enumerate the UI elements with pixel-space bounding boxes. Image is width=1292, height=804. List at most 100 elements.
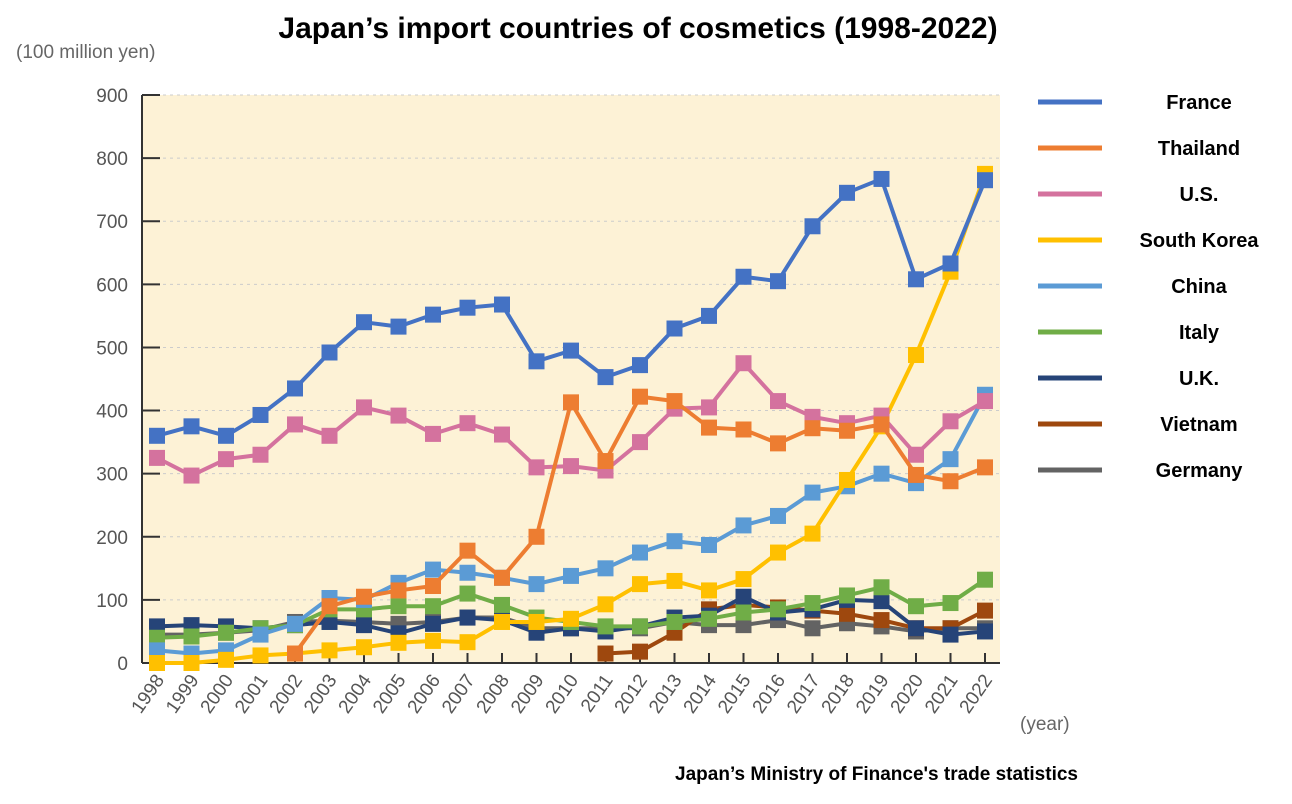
legend-label: South Korea bbox=[1140, 230, 1260, 252]
data-point bbox=[735, 517, 752, 534]
data-point bbox=[390, 582, 407, 599]
x-tick-label: 2010 bbox=[542, 671, 583, 718]
data-point bbox=[701, 307, 717, 324]
y-tick-label: 900 bbox=[96, 86, 128, 107]
data-point bbox=[839, 184, 855, 201]
legend-label: U.K. bbox=[1179, 368, 1219, 390]
data-point bbox=[666, 613, 683, 630]
x-tick-label: 2021 bbox=[921, 671, 962, 718]
data-point bbox=[218, 651, 234, 668]
data-point bbox=[701, 399, 717, 416]
data-point bbox=[908, 598, 924, 615]
data-point bbox=[666, 320, 683, 337]
y-tick-label: 200 bbox=[96, 528, 128, 549]
y-tick-label: 500 bbox=[96, 338, 128, 359]
data-point bbox=[908, 466, 924, 483]
x-tick-label: 2007 bbox=[438, 671, 479, 718]
data-point bbox=[977, 623, 993, 640]
x-tick-label: 2009 bbox=[507, 671, 548, 718]
data-point bbox=[149, 629, 165, 646]
data-point bbox=[287, 645, 303, 662]
data-point bbox=[597, 596, 614, 613]
data-point bbox=[632, 357, 648, 374]
legend-label: Italy bbox=[1179, 322, 1220, 344]
data-point bbox=[494, 569, 510, 586]
x-tick-label: 2004 bbox=[335, 670, 377, 717]
data-point bbox=[839, 422, 855, 439]
data-point bbox=[183, 418, 200, 435]
data-point bbox=[942, 413, 959, 430]
data-point bbox=[356, 639, 372, 656]
data-point bbox=[977, 393, 993, 410]
x-tick-label: 2015 bbox=[714, 671, 755, 718]
y-axis-label: (100 million yen) bbox=[16, 42, 155, 63]
series-france bbox=[149, 170, 993, 444]
data-point bbox=[459, 609, 476, 626]
x-tick-label: 2022 bbox=[956, 671, 997, 718]
y-tick-label: 100 bbox=[96, 591, 128, 612]
data-point bbox=[701, 610, 717, 627]
x-tick-label: 2002 bbox=[266, 671, 307, 718]
data-point bbox=[701, 419, 717, 436]
data-point bbox=[494, 296, 510, 313]
data-point bbox=[804, 525, 821, 542]
data-point bbox=[321, 344, 338, 361]
x-tick-label: 2000 bbox=[197, 671, 238, 718]
data-point bbox=[563, 567, 579, 584]
data-point bbox=[321, 613, 338, 630]
data-point bbox=[873, 416, 890, 433]
data-point bbox=[425, 632, 441, 649]
data-point bbox=[804, 484, 821, 501]
data-point bbox=[735, 268, 752, 285]
x-tick-label: 2005 bbox=[369, 671, 410, 718]
data-point bbox=[597, 618, 614, 635]
data-point bbox=[666, 533, 683, 550]
data-point bbox=[632, 576, 648, 593]
data-point bbox=[804, 218, 821, 235]
data-point bbox=[977, 571, 993, 588]
data-point bbox=[770, 273, 786, 290]
data-point bbox=[149, 655, 165, 671]
data-point bbox=[252, 406, 269, 423]
data-point bbox=[873, 579, 890, 596]
data-point bbox=[942, 255, 959, 272]
data-point bbox=[977, 172, 993, 189]
legend-label: Thailand bbox=[1158, 138, 1240, 160]
y-tick-label: 600 bbox=[96, 275, 128, 296]
data-point bbox=[149, 449, 165, 466]
data-point bbox=[425, 306, 441, 323]
data-point bbox=[770, 393, 786, 410]
data-point bbox=[356, 617, 372, 634]
x-axis-label: (year) bbox=[1020, 714, 1070, 735]
data-point bbox=[321, 642, 338, 659]
x-tick-label: 2018 bbox=[818, 671, 859, 718]
data-point bbox=[908, 620, 924, 637]
data-point bbox=[425, 561, 441, 578]
x-tick-label: 1998 bbox=[128, 671, 169, 718]
legend-label: Vietnam bbox=[1160, 414, 1237, 436]
data-point bbox=[701, 582, 717, 599]
data-point bbox=[218, 624, 234, 641]
data-point bbox=[873, 593, 890, 610]
data-point bbox=[977, 459, 993, 476]
data-point bbox=[597, 560, 614, 577]
x-tick-label: 2003 bbox=[300, 671, 341, 718]
data-point bbox=[735, 571, 752, 588]
data-point bbox=[597, 369, 614, 386]
data-point bbox=[908, 271, 924, 288]
data-point bbox=[183, 467, 200, 484]
legend-label: Germany bbox=[1156, 460, 1244, 482]
data-point bbox=[425, 615, 441, 632]
data-point bbox=[390, 598, 407, 615]
y-tick-label: 0 bbox=[117, 654, 128, 675]
data-point bbox=[873, 170, 890, 187]
data-point bbox=[942, 626, 959, 643]
x-tick-label: 2013 bbox=[645, 671, 686, 718]
data-point bbox=[528, 353, 545, 370]
data-point bbox=[425, 425, 441, 442]
x-tick-label: 2011 bbox=[577, 671, 618, 717]
series-thailand bbox=[287, 388, 993, 662]
chart-title: Japan’s import countries of cosmetics (1… bbox=[278, 12, 997, 45]
data-point bbox=[425, 578, 441, 595]
